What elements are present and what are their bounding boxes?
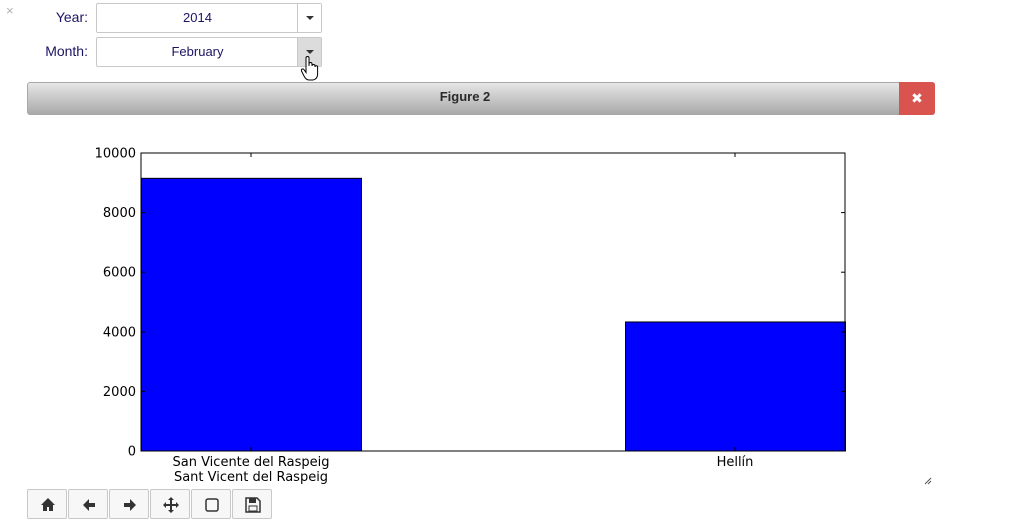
bar-0 bbox=[141, 177, 362, 452]
zoom-rect-icon bbox=[205, 498, 219, 512]
hand-cursor-icon bbox=[300, 56, 319, 81]
bar-1 bbox=[625, 321, 846, 452]
x-tick-label-1: Hellín bbox=[717, 455, 754, 470]
year-select[interactable]: 2014 bbox=[96, 3, 322, 33]
pan-button[interactable] bbox=[150, 489, 190, 519]
y-tick-label-4: 8000 bbox=[103, 206, 136, 221]
year-select-value: 2014 bbox=[183, 10, 212, 25]
y-tick-label-0: 0 bbox=[128, 445, 136, 460]
y-tick-label-1: 2000 bbox=[103, 385, 136, 400]
zoom-rect-button[interactable] bbox=[191, 489, 231, 519]
y-tick-label-3: 6000 bbox=[103, 266, 136, 281]
y-tick-label-2: 4000 bbox=[103, 325, 136, 340]
resize-handle-icon[interactable] bbox=[922, 475, 932, 485]
close-figure-button[interactable]: ✖ bbox=[899, 82, 935, 115]
save-icon bbox=[245, 497, 261, 513]
caret-down-icon bbox=[306, 50, 314, 54]
month-select-value: February bbox=[171, 44, 224, 59]
month-label: Month: bbox=[45, 43, 88, 59]
year-select-toggle[interactable] bbox=[297, 4, 321, 32]
y-tick-label-5: 10000 bbox=[95, 147, 136, 162]
forward-button[interactable] bbox=[109, 489, 149, 519]
back-arrow-icon bbox=[83, 499, 95, 511]
home-button[interactable] bbox=[27, 489, 67, 519]
figure-title: Figure 2 bbox=[439, 89, 491, 104]
figure-header: Figure 2 ✖ bbox=[27, 82, 935, 115]
save-button[interactable] bbox=[232, 489, 272, 519]
pan-icon bbox=[163, 497, 179, 513]
year-label: Year: bbox=[55, 9, 88, 25]
x-tick-label-0: San Vicente del Raspeig Sant Vicent del R… bbox=[172, 455, 329, 485]
dismiss-icon[interactable]: × bbox=[6, 3, 14, 18]
month-select[interactable]: February bbox=[96, 37, 322, 67]
figure-toolbar bbox=[27, 489, 273, 521]
home-icon bbox=[41, 498, 55, 511]
plot-frame bbox=[140, 152, 846, 452]
forward-arrow-icon bbox=[124, 499, 136, 511]
bar-chart: San Vicente del Raspeig Sant Vicent del R… bbox=[95, 147, 846, 485]
caret-down-icon bbox=[306, 16, 314, 20]
back-button[interactable] bbox=[68, 489, 108, 519]
